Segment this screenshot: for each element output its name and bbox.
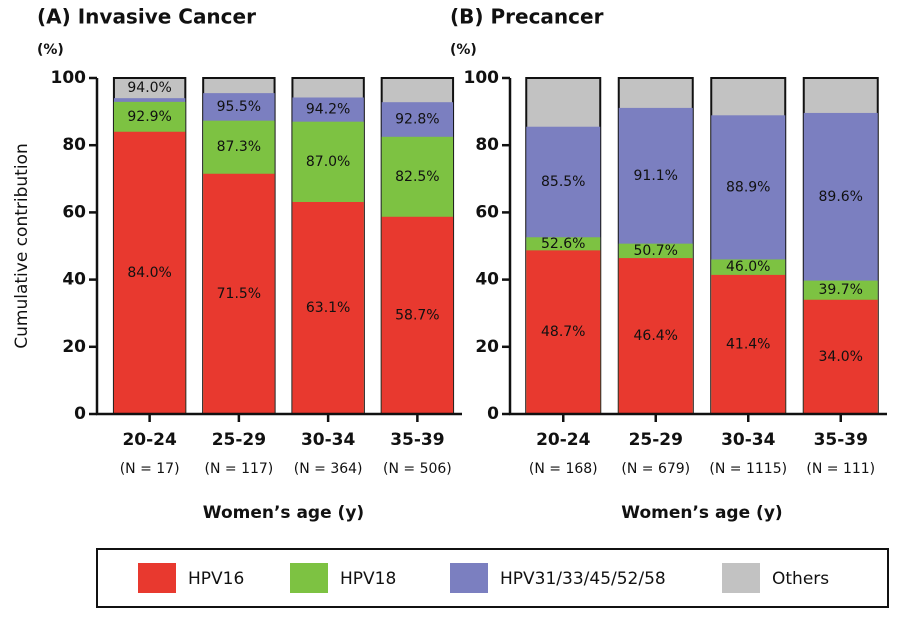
x-tick-label: 20-24: [122, 430, 177, 450]
x-axis-label: Women’s age (y): [203, 503, 364, 523]
x-tick-label: 25-29: [629, 430, 683, 450]
x-tick-label: 20-24: [536, 430, 591, 450]
value-label: 88.9%: [726, 179, 770, 195]
value-label: 94.0%: [127, 80, 171, 96]
bar: [113, 131, 186, 414]
legend-swatch: [450, 563, 488, 593]
y-tick-label: 40: [475, 270, 499, 290]
bar: [526, 250, 601, 414]
legend-label: HPV16: [188, 569, 244, 589]
n-label: (N = 111): [806, 461, 875, 477]
n-label: (N = 506): [383, 461, 452, 477]
y-tick-label: 20: [475, 337, 499, 357]
y-tick-label: 80: [62, 135, 86, 155]
value-label: 85.5%: [541, 174, 585, 190]
bar: [381, 216, 454, 414]
y-tick-label: 60: [62, 202, 86, 222]
legend-swatch: [722, 563, 760, 593]
y-tick-label: 40: [62, 270, 86, 290]
bar: [711, 274, 786, 414]
bar: [203, 173, 275, 414]
n-label: (N = 168): [529, 461, 598, 477]
value-label: 46.0%: [726, 259, 770, 275]
n-label: (N = 364): [294, 461, 363, 477]
legend-box: [96, 548, 889, 608]
chart-title: (A) Invasive Cancer: [37, 5, 256, 29]
x-axis-label: Women’s age (y): [621, 503, 782, 523]
n-label: (N = 17): [120, 461, 180, 477]
n-label: (N = 117): [205, 461, 274, 477]
value-label: 52.6%: [541, 236, 585, 252]
legend-swatch: [138, 563, 176, 593]
value-label: 84.0%: [127, 265, 171, 281]
value-label: 41.4%: [726, 336, 770, 352]
bar: [803, 299, 878, 414]
value-label: 71.5%: [217, 286, 261, 302]
legend-label: HPV31/33/45/52/58: [500, 569, 666, 589]
y-tick-label: 80: [475, 135, 499, 155]
y-tick-label: 0: [487, 404, 499, 424]
bar: [618, 258, 693, 414]
unit-label: (%): [450, 42, 477, 58]
y-tick-label: 60: [475, 202, 499, 222]
value-label: 34.0%: [819, 349, 863, 365]
chart-title: (B) Precancer: [450, 5, 604, 29]
bar: [292, 201, 364, 414]
y-tick-label: 100: [464, 68, 500, 88]
value-label: 94.2%: [306, 102, 350, 118]
value-label: 58.7%: [395, 307, 439, 323]
value-label: 50.7%: [634, 243, 678, 259]
value-label: 91.1%: [634, 168, 678, 184]
value-label: 95.5%: [217, 99, 261, 115]
y-tick-label: 20: [62, 337, 86, 357]
x-tick-label: 35-39: [390, 430, 444, 450]
value-label: 82.5%: [395, 169, 439, 185]
value-label: 92.8%: [395, 111, 439, 127]
value-label: 89.6%: [819, 189, 863, 205]
x-tick-label: 30-34: [721, 430, 776, 450]
y-tick-label: 0: [74, 404, 86, 424]
unit-label: (%): [37, 42, 64, 58]
x-tick-label: 25-29: [212, 430, 266, 450]
value-label: 87.0%: [306, 154, 350, 170]
value-label: 87.3%: [217, 139, 261, 155]
legend-swatch: [290, 563, 328, 593]
value-label: 46.4%: [634, 328, 678, 344]
n-label: (N = 679): [621, 461, 690, 477]
y-tick-label: 100: [51, 68, 87, 88]
legend-label: HPV18: [340, 569, 396, 589]
value-label: 39.7%: [819, 282, 863, 298]
x-tick-label: 35-39: [814, 430, 868, 450]
value-label: 92.9%: [127, 109, 171, 125]
n-label: (N = 1115): [709, 461, 787, 477]
value-label: 48.7%: [541, 324, 585, 340]
value-label: 63.1%: [306, 300, 350, 316]
legend-label: Others: [772, 569, 829, 589]
y-axis-label: Cumulative contribution: [12, 143, 32, 348]
x-tick-label: 30-34: [301, 430, 356, 450]
